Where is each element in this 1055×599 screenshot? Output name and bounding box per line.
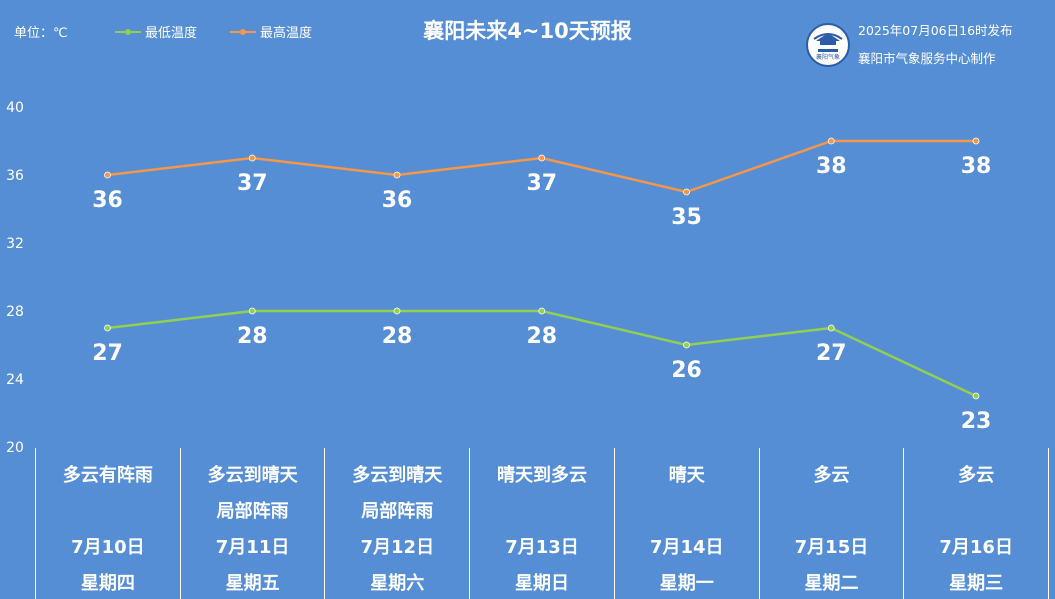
unit-label: 单位：℃ [14, 26, 68, 41]
data-label: 26 [671, 358, 702, 383]
data-label: 36 [382, 188, 413, 213]
data-label: 28 [237, 324, 268, 349]
y-tick-label: 32 [6, 236, 24, 252]
forecast-day: 晴天 7月14日 星期一 [615, 448, 760, 599]
forecast-weekday: 星期二 [804, 573, 859, 594]
forecast-day: 晴天到多云 7月13日 星期日 [470, 448, 615, 599]
data-label: 23 [961, 409, 992, 434]
weather-text-extra: 局部阵雨 [361, 501, 434, 522]
legend-low: 最低温度 [115, 22, 197, 41]
data-label: 36 [92, 188, 123, 213]
forecast-weekday: 星期四 [80, 573, 135, 594]
forecast-weekday: 星期五 [225, 573, 280, 594]
data-label: 38 [816, 154, 847, 179]
data-label: 28 [382, 324, 413, 349]
data-label: 35 [671, 205, 702, 230]
data-label: 37 [237, 171, 268, 196]
weather-text: 多云 [958, 465, 995, 486]
forecast-date: 7月15日 [794, 537, 869, 558]
data-point [104, 324, 111, 332]
forecast-weekday: 星期六 [370, 573, 425, 594]
data-label: 37 [526, 171, 557, 196]
legend-high: 最高温度 [230, 22, 312, 41]
weather-text: 多云 [813, 465, 850, 486]
data-label: 27 [816, 341, 847, 366]
weather-text: 多云有阵雨 [62, 465, 153, 486]
y-tick-label: 28 [6, 304, 24, 320]
legend-high-swatch [230, 28, 256, 35]
logo-text: 襄阳气象 [816, 53, 840, 61]
data-point [538, 307, 546, 315]
weather-text-extra: 局部阵雨 [216, 501, 289, 522]
forecast-weekday: 星期日 [515, 573, 570, 594]
data-point [104, 171, 111, 179]
forecast-day: 多云 7月16日 星期三 [904, 448, 1050, 599]
data-point [393, 171, 401, 179]
legend-low-label: 最低温度 [145, 26, 198, 41]
data-point [972, 137, 980, 145]
y-tick-label: 40 [6, 100, 24, 116]
data-point [683, 341, 690, 349]
forecast-day: 多云有阵雨 7月10日 星期四 [36, 448, 181, 599]
data-point [827, 137, 835, 145]
weather-text: 晴天到多云 [497, 465, 588, 486]
issued-time: 2025年07月06日16时发布 [858, 23, 1013, 38]
data-point [827, 324, 835, 332]
forecast-date: 7月11日 [215, 537, 290, 558]
y-tick-label: 36 [6, 168, 24, 184]
forecast-date: 7月16日 [939, 537, 1013, 558]
forecast-day: 多云到晴天 局部阵雨 7月12日 星期六 [325, 448, 471, 599]
data-label: 38 [961, 154, 992, 179]
legend-high-label: 最高温度 [260, 26, 313, 41]
data-point [393, 307, 401, 315]
data-point [683, 188, 690, 196]
forecast-date: 7月12日 [360, 537, 435, 558]
forecast-table: 多云有阵雨 7月10日 星期四 多云到晴天 局部阵雨 7月11日 星期五 多云到… [35, 448, 1050, 599]
weather-text: 多云到晴天 [207, 465, 298, 486]
forecast-weekday: 星期一 [659, 573, 714, 594]
weather-text: 晴天 [668, 465, 705, 486]
forecast-date: 7月14日 [649, 537, 724, 558]
weather-text: 多云到晴天 [352, 465, 443, 486]
data-point [538, 154, 546, 162]
chart-title: 襄阳未来4~10天预报 [423, 19, 632, 43]
forecast-day: 多云 7月15日 星期二 [760, 448, 905, 599]
forecast-weekday: 星期三 [949, 573, 1004, 594]
data-point [248, 154, 256, 162]
forecast-date: 7月13日 [505, 537, 579, 558]
data-point [248, 307, 256, 315]
forecast-day: 多云到晴天 局部阵雨 7月11日 星期五 [181, 448, 326, 599]
forecast-date: 7月10日 [71, 537, 145, 558]
data-label: 28 [526, 324, 557, 349]
y-tick-label: 20 [6, 440, 24, 456]
weather-bureau-logo: 襄阳气象 [806, 23, 850, 67]
legend-low-swatch [115, 28, 141, 35]
data-label: 27 [92, 341, 123, 366]
y-tick-label: 24 [6, 372, 24, 388]
data-point [972, 392, 980, 400]
maker-label: 襄阳市气象服务中心制作 [858, 51, 996, 66]
